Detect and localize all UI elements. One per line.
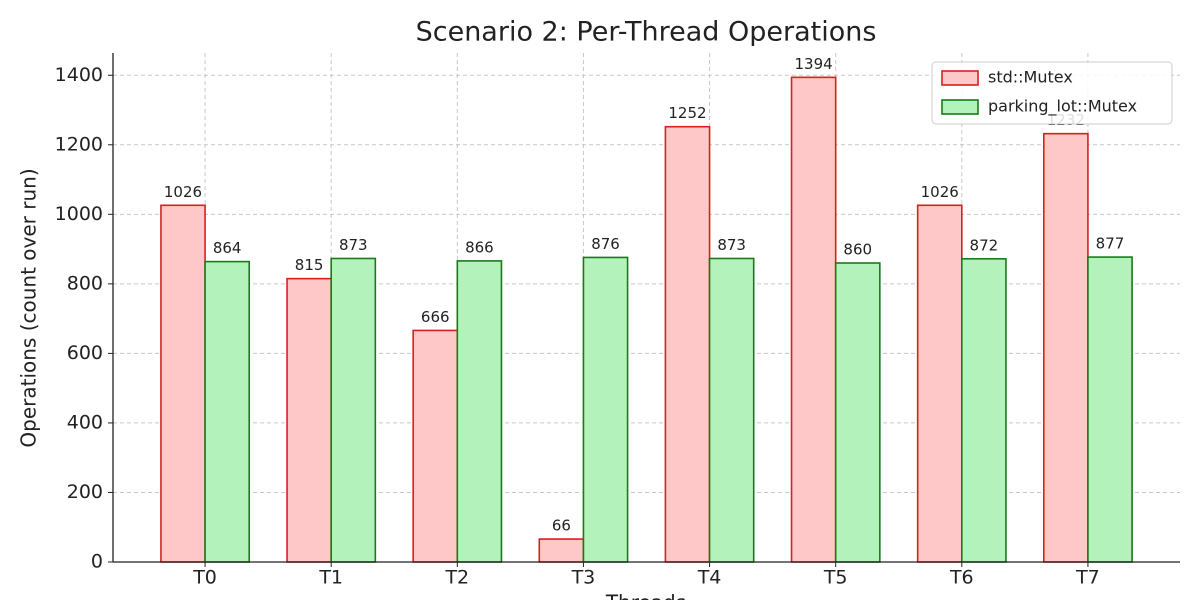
legend-label: parking_lot::Mutex [988,97,1137,117]
x-tick-label: T0 [192,567,217,589]
y-tick-label: 1400 [55,64,103,86]
bar [708,257,755,563]
y-tick-label: 200 [67,481,103,503]
x-tick-label: T2 [444,567,469,589]
data-label: 666 [421,308,450,326]
legend-swatch [941,99,979,115]
data-label: 873 [339,236,368,254]
bar [456,260,503,563]
bar [1087,256,1133,563]
bar [916,204,963,563]
x-tick-label: T7 [1075,567,1100,589]
grid [113,53,1180,563]
data-label: 1394 [795,55,833,73]
y-tick-label: 1200 [55,133,103,155]
bar [204,260,251,563]
x-tick-label: T6 [949,567,974,589]
bar [834,262,881,563]
bar [160,204,206,563]
legend-swatch [941,70,979,86]
bar [1042,132,1089,563]
bar [961,258,1007,563]
bar [286,277,332,563]
bar [412,329,459,563]
data-label: 866 [465,238,494,256]
data-label: 876 [591,235,620,253]
y-tick-label: 1000 [55,203,103,225]
bar [582,256,629,563]
x-tick-label: T3 [571,567,596,589]
data-label: 872 [970,236,999,254]
data-label: 1252 [668,104,706,122]
legend-box [931,61,1173,125]
y-tick-label: 400 [67,411,103,433]
y-tick-label: 600 [67,342,103,364]
bar [664,125,711,563]
x-tick-label: T4 [697,567,722,589]
data-label: 864 [213,239,242,257]
data-label: 66 [552,517,571,535]
data-label: 877 [1096,235,1125,253]
data-label: 1026 [921,183,959,201]
x-tick-label: T1 [318,567,343,589]
legend-label: std::Mutex [988,68,1073,87]
y-axis-label: Operations (count over run) [17,168,41,447]
data-label: 1026 [164,183,202,201]
data-label: 860 [843,240,872,258]
data-label: 873 [717,236,746,254]
x-tick-label: T5 [823,567,848,589]
x-axis-label: Threads [605,591,686,600]
data-label: 815 [295,256,324,274]
bar [790,76,837,563]
bar [330,257,377,563]
bar [538,538,585,563]
chart-title: Scenario 2: Per-Thread Operations [416,17,877,48]
y-tick-label: 0 [91,551,103,573]
y-tick-label: 800 [67,272,103,294]
